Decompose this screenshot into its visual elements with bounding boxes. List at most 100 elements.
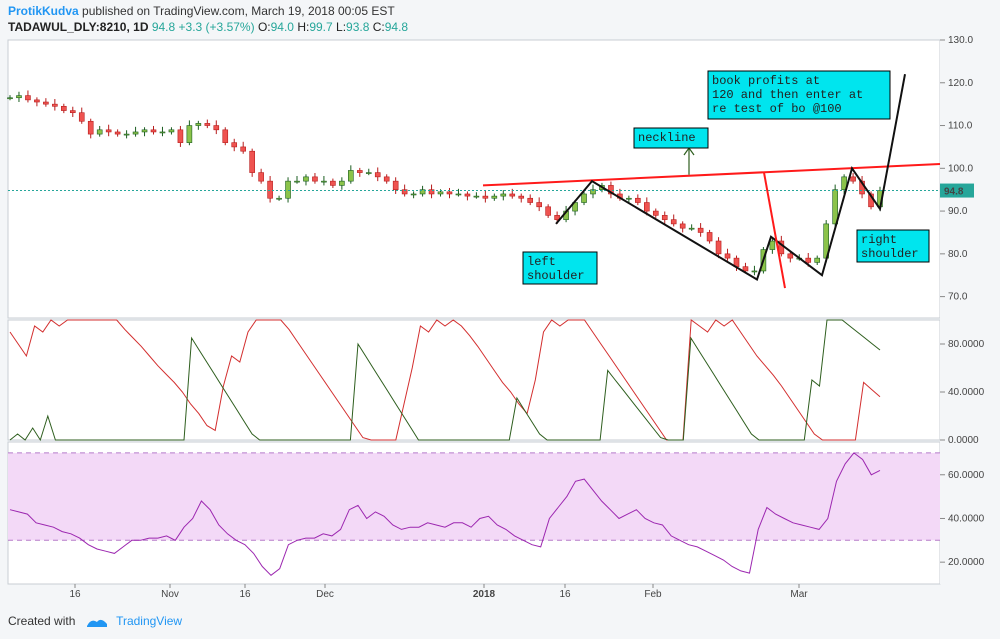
time-tick-label: 16 bbox=[69, 589, 81, 600]
right-shoulder-note-line: right bbox=[861, 233, 897, 247]
candle-body bbox=[150, 129, 157, 133]
candle-body bbox=[195, 123, 202, 126]
candle-body bbox=[365, 172, 372, 174]
candle-body bbox=[446, 191, 453, 195]
axis-background bbox=[940, 40, 998, 584]
candle-body bbox=[482, 195, 489, 199]
left-shoulder-note-line: left bbox=[527, 255, 556, 269]
rsi-tick-label: 40.0000 bbox=[948, 513, 985, 524]
candle-body bbox=[186, 125, 193, 143]
candlestick-series: 94.8 bbox=[7, 90, 974, 276]
candle-body bbox=[697, 227, 704, 233]
price-tick-label: 70.0 bbox=[948, 292, 968, 303]
price-tick-label: 130.0 bbox=[948, 35, 973, 46]
rsi-line bbox=[9, 452, 881, 576]
time-tick-label: 16 bbox=[239, 589, 251, 600]
candle-body bbox=[464, 193, 471, 197]
candle-body bbox=[742, 266, 749, 272]
candle-body bbox=[294, 180, 300, 183]
candle-body bbox=[670, 219, 677, 225]
candle-body bbox=[437, 191, 444, 195]
candle-body bbox=[285, 180, 291, 199]
candle-body bbox=[581, 193, 587, 203]
created-with-text: Created with bbox=[8, 614, 76, 628]
candle-body bbox=[159, 131, 166, 134]
last-price-tag bbox=[940, 183, 974, 198]
candle-body bbox=[258, 172, 264, 182]
publish-info: ProtikKudva published on TradingView.com… bbox=[8, 4, 395, 18]
candle-body bbox=[132, 131, 139, 135]
rsi-band bbox=[8, 452, 940, 541]
candle-body bbox=[69, 110, 76, 114]
time-tick-label: Feb bbox=[644, 589, 662, 600]
candle-body bbox=[509, 193, 516, 197]
right-shoulder-note-box bbox=[856, 229, 930, 263]
candle-body bbox=[16, 95, 22, 99]
candle-body bbox=[635, 197, 641, 203]
candle-body bbox=[87, 120, 94, 135]
candle-body bbox=[61, 105, 67, 111]
book-profits-note-box bbox=[707, 70, 891, 120]
breakdown-line bbox=[763, 172, 786, 289]
candle-body bbox=[787, 253, 794, 259]
candle-body bbox=[500, 193, 507, 197]
low-label: L: bbox=[336, 20, 347, 34]
candle-body bbox=[204, 123, 211, 126]
candle-body bbox=[141, 129, 148, 133]
candle-body bbox=[383, 176, 390, 182]
candle-body bbox=[518, 195, 525, 199]
candle-body bbox=[7, 97, 13, 100]
candle-body bbox=[231, 142, 238, 148]
candle-body bbox=[805, 257, 812, 263]
symbol-name[interactable]: TADAWUL_DLY:8210, 1D bbox=[8, 20, 149, 34]
candle-body bbox=[249, 150, 255, 173]
left-shoulder-note-line: shoulder bbox=[527, 269, 585, 283]
oscillator-series bbox=[9, 319, 881, 442]
candle-body bbox=[626, 197, 632, 200]
price-axes: 130.0 120.0 110.0 100.0 90.0 80.0 70.0 80.0000 4… bbox=[940, 35, 985, 568]
candle-body bbox=[105, 129, 112, 133]
candle-body bbox=[769, 240, 776, 250]
candle-body bbox=[276, 197, 282, 200]
tradingview-logo-icon bbox=[86, 619, 107, 627]
oscillator-tick-label: 40.0000 bbox=[948, 387, 985, 398]
book-profits-note-line: re test of bo @100 bbox=[712, 102, 842, 116]
left-shoulder-note-box bbox=[522, 251, 598, 285]
price-tick-label: 100.0 bbox=[948, 163, 973, 174]
candle-body bbox=[222, 129, 229, 143]
oscillator-red-line bbox=[9, 319, 881, 441]
time-tick-label: 16 bbox=[559, 589, 571, 600]
candle-body bbox=[491, 195, 498, 199]
price-change: +3.3 (+3.57%) bbox=[178, 20, 255, 34]
candle-body bbox=[652, 210, 659, 216]
time-tick-label: 2018 bbox=[473, 589, 496, 600]
open-label: O: bbox=[257, 20, 271, 34]
publish-text: published on TradingView.com, March 19, … bbox=[82, 4, 395, 18]
neckline-note-group: neckline bbox=[633, 127, 709, 149]
candle-body bbox=[590, 189, 596, 195]
tradingview-brand[interactable]: TradingView bbox=[116, 614, 183, 628]
candle-body bbox=[841, 176, 847, 190]
pattern-path bbox=[555, 74, 906, 282]
candle-body bbox=[545, 206, 551, 216]
price-tick-label: 120.0 bbox=[948, 78, 973, 89]
time-axis: 16 Nov 16 Dec 2018 16 Feb Mar bbox=[8, 583, 940, 600]
candle-body bbox=[392, 180, 399, 190]
price-tick-label: 110.0 bbox=[948, 121, 973, 132]
neckline-note-box bbox=[633, 127, 709, 149]
book-profits-note-line: 120 and then enter at bbox=[712, 88, 863, 102]
candle-body bbox=[751, 270, 758, 273]
time-tick-label: Dec bbox=[316, 589, 334, 600]
candle-body bbox=[123, 133, 130, 136]
candle-body bbox=[34, 99, 40, 103]
candle-body bbox=[114, 131, 121, 135]
candle-body bbox=[814, 257, 821, 263]
author-link[interactable]: ProtikKudva bbox=[8, 4, 79, 18]
candle-body bbox=[240, 146, 246, 152]
candle-body bbox=[661, 215, 668, 220]
